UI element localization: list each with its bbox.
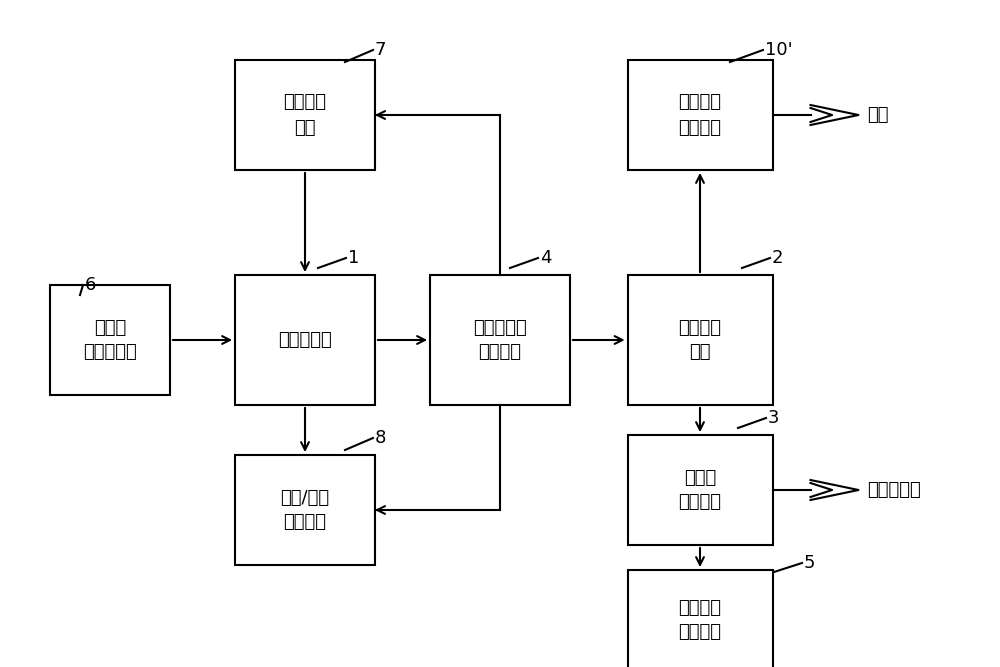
Text: 二氧化碳
单元: 二氧化碳 单元 — [284, 93, 326, 137]
Bar — [628, 275, 772, 405]
Text: 5: 5 — [804, 554, 816, 572]
Text: 10': 10' — [765, 41, 793, 59]
Text: 生物发酵
单元: 生物发酵 单元 — [678, 319, 722, 362]
Bar — [628, 570, 772, 667]
Bar — [235, 455, 375, 565]
Bar — [628, 60, 772, 170]
Bar — [235, 60, 375, 170]
Bar — [430, 275, 570, 405]
Text: 6: 6 — [85, 276, 96, 294]
Text: 原料煤
预处理单元: 原料煤 预处理单元 — [83, 319, 137, 362]
Text: 固废/废水
处理单元: 固废/废水 处理单元 — [280, 488, 330, 532]
Text: 2: 2 — [772, 249, 784, 267]
Text: 4: 4 — [540, 249, 552, 267]
Text: 发酵原料气
纯化单元: 发酵原料气 纯化单元 — [473, 319, 527, 362]
Bar — [50, 285, 170, 395]
Text: 1: 1 — [348, 249, 359, 267]
Text: 煤气化单元: 煤气化单元 — [278, 331, 332, 349]
Text: 发酵液
分离单元: 发酵液 分离单元 — [678, 468, 722, 512]
Bar — [628, 435, 772, 545]
Text: 含氧有机物: 含氧有机物 — [868, 481, 921, 499]
Text: 3: 3 — [768, 409, 780, 427]
Text: 8: 8 — [375, 429, 386, 447]
Text: 氢气: 氢气 — [868, 106, 889, 124]
Text: 7: 7 — [375, 41, 386, 59]
Text: 发酵尾气
处理单元: 发酵尾气 处理单元 — [678, 93, 722, 137]
Bar — [235, 275, 375, 405]
Text: 含菌残液
处理单元: 含菌残液 处理单元 — [678, 598, 722, 642]
